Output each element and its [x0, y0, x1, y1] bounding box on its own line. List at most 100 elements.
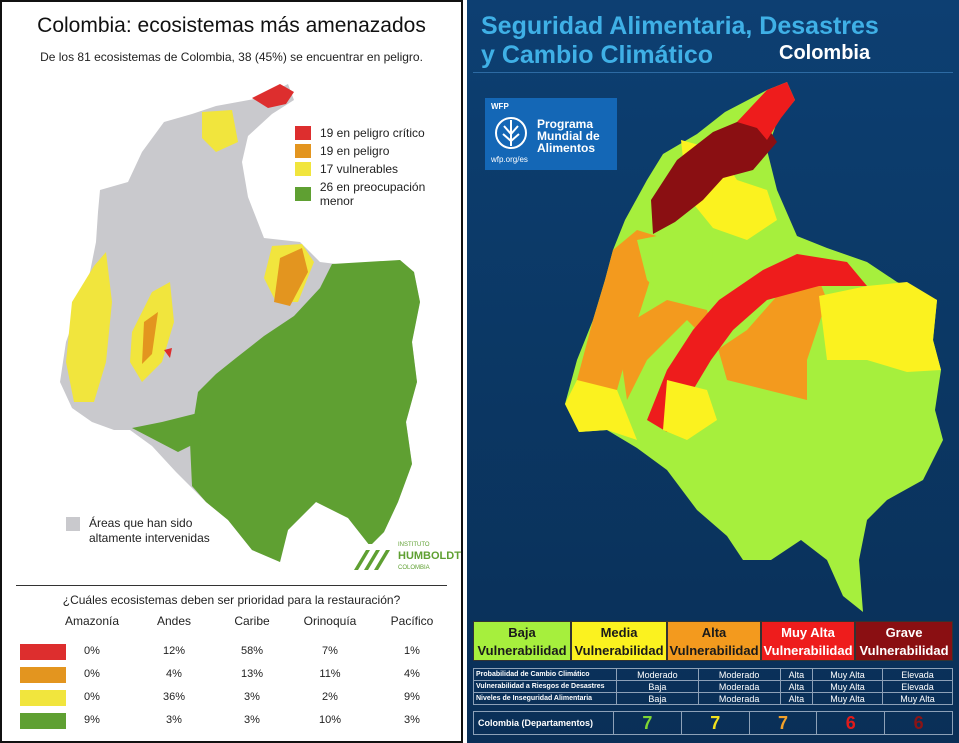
risk-cell: Elevada — [882, 668, 953, 681]
table-header-pacifico: Pacífico — [390, 614, 434, 628]
ecosystems-map-red-guajira — [252, 84, 294, 108]
table-cell: 0% — [84, 691, 100, 703]
wfp-name: Programa Mundial de Alimentos — [537, 118, 615, 154]
risk-cell: Alta — [779, 668, 814, 681]
food-security-panel: Seguridad Alimentaria, Desastres y Cambi… — [467, 0, 959, 743]
risk-table: Probabilidad de Cambio Climático Moderad… — [473, 668, 953, 705]
ecosystems-legend-vulnerable: 17 vulnerables — [295, 162, 398, 176]
table-cell: 0% — [84, 645, 100, 657]
legend-label: 19 en peligro — [320, 144, 390, 158]
ecosystems-title: Colombia: ecosistemas más amenazados — [37, 14, 426, 37]
table-cell: 58% — [240, 645, 264, 657]
legend-muy-alta-line1: Muy Alta — [781, 625, 835, 640]
ecosystems-panel: Colombia: ecosistemas más amenazados De … — [0, 0, 463, 743]
table-header-andes: Andes — [156, 614, 192, 628]
risk-cell: Muy Alta — [812, 680, 884, 693]
department-counts-label: Colombia (Departamentos) — [474, 712, 614, 734]
intervened-areas-label-2: altamente intervenidas — [89, 531, 210, 545]
vuln-map-orange-pacific — [577, 230, 663, 400]
risk-cell: Moderado — [616, 668, 699, 681]
table-cell: 4% — [404, 668, 420, 680]
wfp-url: wfp.org/es — [491, 155, 528, 164]
humboldt-leaf-icon — [352, 544, 394, 574]
legend-swatch-orange — [295, 144, 311, 158]
legend-muy-alta-line2: Vulnerabilidad — [763, 643, 853, 658]
table-row-swatch-orange — [20, 667, 66, 683]
count-grave: 6 — [913, 712, 924, 733]
vuln-map-red-guajira — [737, 82, 795, 140]
ecosystems-map-yellow-caribe — [202, 110, 238, 152]
legend-swatch-green — [295, 187, 311, 201]
humboldt-logo: INSTITUTO HUMBOLDT COLOMBIA — [352, 540, 461, 578]
ecosystems-map-yellow-pacific — [66, 252, 112, 402]
table-cell: 13% — [240, 668, 264, 680]
legend-label: 26 en preocupación menor — [319, 180, 426, 208]
legend-baja-line2: Vulnerabilidad — [477, 643, 567, 658]
humboldt-logo-top: INSTITUTO — [398, 542, 430, 548]
table-row-swatch-yellow — [20, 690, 66, 706]
table-cell: 4% — [166, 668, 182, 680]
wfp-abbr: WFP — [491, 102, 509, 111]
table-row: Niveles de Inseguridad Alimentaria Baja … — [473, 692, 953, 705]
legend-grave-line1: Grave — [885, 625, 923, 640]
table-cell: 9% — [404, 691, 420, 703]
risk-cell: Moderada — [697, 680, 781, 693]
risk-cell: Moderado — [697, 668, 781, 681]
vuln-map-grave-region — [651, 120, 777, 234]
count-alta: 7 — [750, 712, 818, 734]
table-header-orinoquia: Orinoquía — [303, 614, 357, 628]
table-cell: 3% — [244, 691, 260, 703]
legend-media: Media Vulnerabilidad — [571, 621, 667, 661]
risk-cell: Muy Alta — [882, 692, 953, 705]
table-cell: 10% — [318, 714, 342, 726]
legend-muy-alta: Muy Alta Vulnerabilidad — [761, 621, 855, 661]
ecosystems-map-orange-andes — [142, 312, 158, 364]
food-security-title: Seguridad Alimentaria, Desastres y Cambi… — [481, 12, 879, 70]
wfp-name-2: Mundial de — [537, 129, 600, 143]
table-cell: 3% — [404, 714, 420, 726]
food-security-title-line2: y Cambio Climático — [481, 41, 713, 69]
table-cell: 36% — [162, 691, 186, 703]
ecosystems-legend-endangered: 19 en peligro — [295, 144, 389, 158]
risk-cell: Muy Alta — [812, 668, 884, 681]
header-divider — [473, 72, 953, 73]
vuln-map-lime-north — [637, 230, 713, 300]
risk-label: Vulnerabilidad a Riesgos de Desastres — [473, 680, 617, 693]
table-cell: 3% — [244, 714, 260, 726]
legend-media-line2: Vulnerabilidad — [574, 643, 664, 658]
table-cell: 1% — [404, 645, 420, 657]
risk-label: Probabilidad de Cambio Climático — [473, 668, 617, 681]
risk-label: Niveles de Inseguridad Alimentaria — [473, 692, 617, 705]
vuln-map-orange-center — [617, 280, 827, 400]
ecosystems-subtitle: De los 81 ecosistemas de Colombia, 38 (4… — [40, 50, 423, 64]
count-media: 7 — [682, 712, 750, 734]
table-row-swatch-red — [20, 644, 66, 660]
panel-separator — [16, 585, 447, 586]
vuln-map-yellow-east — [819, 282, 941, 372]
legend-media-line1: Media — [600, 625, 638, 640]
vulnerability-map — [565, 82, 943, 612]
table-row-swatch-green — [20, 713, 66, 729]
restoration-question: ¿Cuáles ecosistemas deben ser prioridad … — [62, 593, 401, 607]
count-muy-alta: 6 — [817, 712, 886, 734]
count-baja: 7 — [614, 712, 682, 734]
vuln-map-yellow-southwest — [663, 380, 717, 440]
risk-cell: Moderada — [697, 692, 781, 705]
ecosystems-map-red-spot — [164, 348, 172, 358]
risk-cell: Baja — [616, 692, 699, 705]
table-cell: 0% — [84, 668, 100, 680]
legend-label: 17 vulnerables — [320, 162, 399, 176]
table-row: Vulnerabilidad a Riesgos de Desastres Ba… — [473, 680, 953, 693]
table-cell: 9% — [84, 714, 100, 726]
humboldt-logo-bottom: COLOMBIA — [398, 565, 430, 571]
table-cell: 12% — [162, 645, 186, 657]
risk-cell: Elevada — [882, 680, 953, 693]
legend-swatch-yellow — [295, 162, 311, 176]
wfp-logo: WFP Programa Mundial de Alimentos wfp.or… — [485, 98, 617, 170]
wfp-name-3: Alimentos — [537, 141, 596, 155]
risk-cell: Alta — [779, 680, 814, 693]
legend-baja-line1: Baja — [508, 625, 536, 640]
intervened-areas-label-1: Áreas que han sido — [89, 516, 193, 530]
vuln-map-yellow-pacific-south — [565, 380, 637, 440]
risk-cell: Muy Alta — [812, 692, 884, 705]
